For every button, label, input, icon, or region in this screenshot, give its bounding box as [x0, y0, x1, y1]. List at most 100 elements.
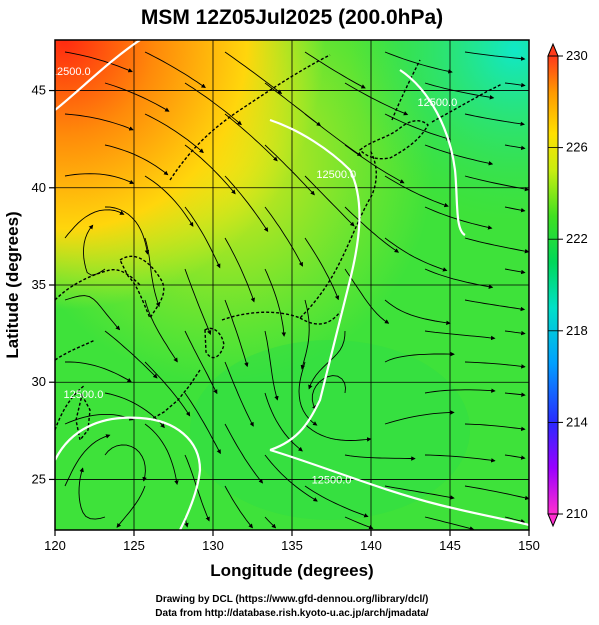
streamline [464, 113, 525, 127]
streamline [344, 516, 374, 530]
contour-line-east-ridge [269, 118, 361, 452]
hokkaido-coastline [358, 120, 429, 160]
colorbar-tick-label: 214 [566, 414, 588, 429]
credit-data-source: Data from http://database.rish.kyoto-u.a… [155, 608, 429, 619]
x-tick-label: 145 [439, 538, 461, 553]
y-axis-ticks: 25 30 35 40 45 [32, 83, 55, 486]
streamline [504, 392, 526, 397]
y-tick-label: 45 [32, 83, 46, 98]
colorbar-tick-label: 218 [566, 323, 588, 338]
streamline [384, 51, 453, 74]
streamline [104, 82, 170, 112]
streamline [424, 82, 495, 100]
streamline [464, 175, 529, 192]
kuril-islands [431, 83, 503, 123]
colorbar-top-arrow [547, 42, 559, 57]
streamline [184, 144, 236, 195]
x-tick-label: 130 [202, 538, 224, 553]
y-tick-label: 40 [32, 180, 46, 195]
x-tick-label: 125 [123, 538, 145, 553]
streamline [384, 299, 451, 326]
streamline [384, 485, 455, 500]
streamline [224, 175, 269, 233]
colorbar-gradient [547, 55, 559, 515]
plot-area: 12500.0 12500.0 12500.0 12500.0 12500.0 [55, 40, 529, 530]
asia-mainland-coast [169, 54, 331, 181]
streamline [144, 51, 206, 89]
streamline [264, 392, 303, 452]
streamline [64, 209, 125, 239]
x-tick-label: 135 [281, 538, 303, 553]
streamline [104, 144, 169, 176]
streamline [464, 237, 529, 254]
streamline [424, 454, 496, 463]
streamline [344, 144, 405, 184]
streamline [144, 361, 191, 417]
streamline [264, 516, 277, 529]
streamline [184, 82, 242, 126]
streamline [298, 361, 318, 426]
streamline [104, 206, 150, 255]
colorbar-ticks: 210 214 218 222 226 230 [548, 48, 588, 521]
streamline [64, 51, 133, 73]
streamline [224, 299, 249, 368]
streamline [424, 516, 475, 530]
streamline [64, 295, 121, 331]
coastlines [55, 54, 503, 442]
colorbar-tick-label: 222 [566, 231, 588, 246]
colorbar-tick-label: 210 [566, 506, 588, 521]
colorbar: 210 214 218 222 226 230 [547, 42, 588, 528]
contour-label: 12500.0 [417, 97, 457, 109]
streamline [104, 330, 158, 379]
streamline [224, 485, 253, 529]
streamline [116, 485, 146, 528]
streamline [504, 454, 526, 460]
streamline [224, 237, 255, 303]
honshu-coastline [221, 149, 377, 325]
streamline [264, 144, 315, 196]
streamline [311, 375, 346, 411]
streamline [144, 299, 178, 363]
credit-drawing: Drawing by DCL (https://www.gfd-dennou.o… [156, 594, 429, 605]
streamline [224, 361, 254, 427]
streamline [64, 113, 134, 131]
streamline [504, 82, 526, 88]
streamline [144, 175, 194, 227]
wind-streamlines [64, 51, 529, 530]
streamline [64, 434, 111, 487]
streamline [144, 423, 179, 485]
streamline [304, 485, 369, 518]
height-contours [55, 40, 529, 530]
streamline [65, 361, 132, 383]
y-axis-label: Latitude (degrees) [3, 211, 22, 358]
contour-line-southwest [55, 416, 202, 530]
streamline [264, 206, 303, 267]
streamline [304, 237, 340, 301]
contour-label: 12500.0 [316, 169, 356, 181]
streamline [64, 413, 134, 425]
streamline [264, 268, 286, 337]
streamline [300, 299, 310, 370]
ryukyu-islands [149, 369, 201, 421]
x-tick-label: 150 [518, 538, 540, 553]
x-axis-label: Longitude (degrees) [210, 561, 373, 580]
streamline [78, 467, 106, 520]
streamline [184, 330, 218, 395]
streamline [344, 454, 416, 461]
streamline [224, 113, 278, 162]
streamline [64, 173, 135, 184]
contour-line-northeast [399, 69, 466, 236]
streamline [504, 268, 526, 275]
streamline [144, 113, 204, 154]
streamline [83, 224, 106, 276]
streamline [104, 392, 165, 429]
map-title: MSM 12Z05Jul2025 (200.0hPa) [141, 6, 443, 29]
streamline [184, 268, 212, 336]
streamline [464, 423, 526, 432]
kyushu-coastline [204, 327, 225, 359]
streamline [344, 268, 390, 324]
contour-line-south [269, 448, 529, 527]
contour-labels: 12500.0 12500.0 12500.0 12500.0 12500.0 [55, 66, 457, 486]
streamline [144, 237, 161, 308]
streamline [424, 268, 494, 289]
